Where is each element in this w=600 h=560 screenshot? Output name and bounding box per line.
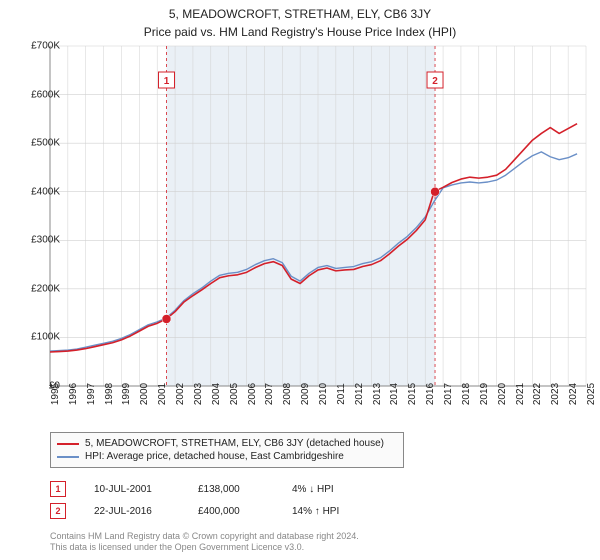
sale-marker-icon: 2 [50,503,66,519]
sale-delta: 14% ↑ HPI [292,506,339,517]
x-axis-label: 2016 [425,383,436,405]
x-axis-label: 2020 [497,383,508,405]
legend-row: 5, MEADOWCROFT, STRETHAM, ELY, CB6 3JY (… [57,437,397,450]
x-axis-label: 2007 [264,383,275,405]
legend-label: 5, MEADOWCROFT, STRETHAM, ELY, CB6 3JY (… [85,438,384,449]
svg-text:1: 1 [164,76,170,87]
sale-marker-icon: 1 [50,481,66,497]
x-axis-label: 2025 [586,383,597,405]
x-axis-label: 2018 [461,383,472,405]
x-axis-label: 2022 [532,383,543,405]
sales-table: 1 10-JUL-2001 £138,000 4% ↓ HPI 2 22-JUL… [50,478,339,522]
x-axis-label: 2009 [300,383,311,405]
x-axis-label: 2023 [550,383,561,405]
x-axis-label: 2021 [515,383,526,405]
x-axis-label: 2008 [282,383,293,405]
x-axis-label: 1998 [104,383,115,405]
x-axis-label: 1997 [86,383,97,405]
chart-container: 5, MEADOWCROFT, STRETHAM, ELY, CB6 3JY P… [0,0,600,560]
sale-delta: 4% ↓ HPI [292,484,334,495]
x-axis-label: 2019 [479,383,490,405]
y-axis-label: £100K [14,332,60,343]
legend-row: HPI: Average price, detached house, East… [57,450,397,463]
x-axis-label: 2000 [139,383,150,405]
x-axis-label: 2013 [372,383,383,405]
x-axis-label: 2005 [229,383,240,405]
sale-price: £138,000 [198,484,264,495]
chart-plot: 12 [0,0,600,430]
x-axis-label: 2001 [157,383,168,405]
x-axis-label: 2014 [389,383,400,405]
sales-row: 2 22-JUL-2016 £400,000 14% ↑ HPI [50,500,339,522]
x-axis-label: 2015 [407,383,418,405]
y-axis-label: £700K [14,41,60,52]
legend-label: HPI: Average price, detached house, East… [85,451,344,462]
x-axis-label: 2006 [247,383,258,405]
footer-line: Contains HM Land Registry data © Crown c… [50,531,359,543]
x-axis-label: 2003 [193,383,204,405]
x-axis-label: 2024 [568,383,579,405]
x-axis-label: 2011 [336,383,347,405]
sale-date: 22-JUL-2016 [94,506,170,517]
svg-text:2: 2 [432,76,438,87]
sale-date: 10-JUL-2001 [94,484,170,495]
footer-attribution: Contains HM Land Registry data © Crown c… [50,531,359,554]
legend-swatch-pricepaid [57,443,79,445]
y-axis-label: £600K [14,89,60,100]
x-axis-label: 1999 [121,383,132,405]
sales-row: 1 10-JUL-2001 £138,000 4% ↓ HPI [50,478,339,500]
footer-line: This data is licensed under the Open Gov… [50,542,359,554]
x-axis-label: 2002 [175,383,186,405]
y-axis-label: £500K [14,138,60,149]
x-axis-label: 2012 [354,383,365,405]
x-axis-label: 1996 [68,383,79,405]
x-axis-label: 1995 [50,383,61,405]
sale-price: £400,000 [198,506,264,517]
y-axis-label: £400K [14,186,60,197]
y-axis-label: £300K [14,235,60,246]
y-axis-label: £200K [14,283,60,294]
x-axis-label: 2004 [211,383,222,405]
x-axis-label: 2017 [443,383,454,405]
legend-box: 5, MEADOWCROFT, STRETHAM, ELY, CB6 3JY (… [50,432,404,468]
x-axis-label: 2010 [318,383,329,405]
legend-swatch-hpi [57,456,79,458]
